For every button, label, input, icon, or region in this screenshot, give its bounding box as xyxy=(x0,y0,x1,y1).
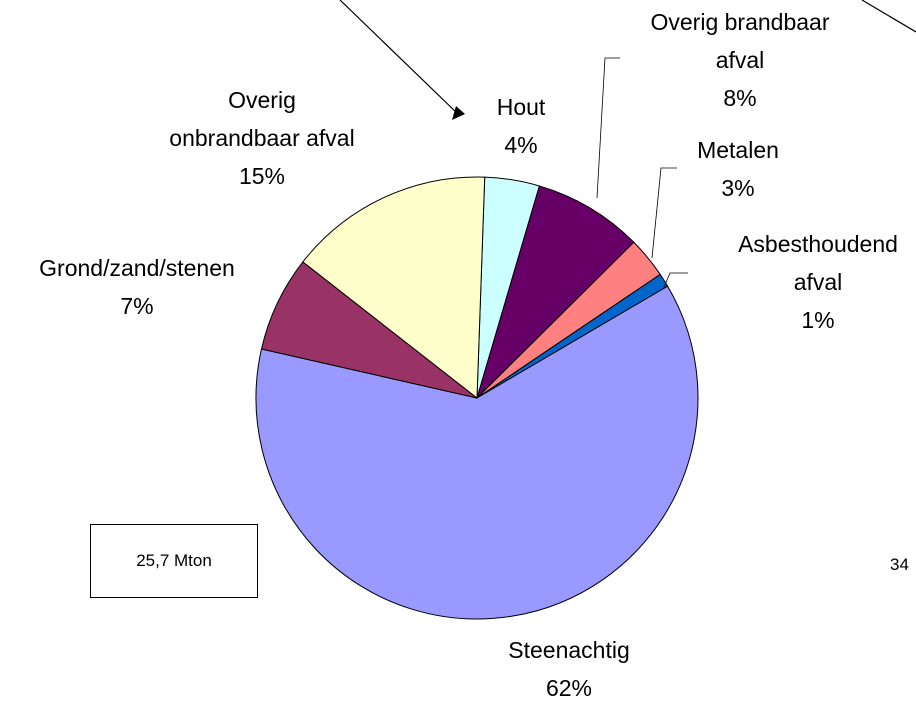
slice-label: Steenachtig 62% xyxy=(469,631,669,707)
annotation-box: 25,7 Mton xyxy=(90,524,258,598)
pie-slice xyxy=(255,285,699,620)
value-label: 15% xyxy=(238,163,286,189)
category-label: Hout xyxy=(496,94,546,120)
leader-line xyxy=(596,57,620,199)
pie-slice xyxy=(476,185,635,399)
category-label: Steenachtig xyxy=(508,637,630,663)
arrow-head xyxy=(452,106,465,120)
slice-label: Asbesthoudend afval 1% xyxy=(728,225,908,339)
value-label: 62% xyxy=(545,675,593,701)
line xyxy=(861,0,916,33)
arrow xyxy=(339,0,459,115)
page-number: 34 xyxy=(890,555,909,574)
value-label: 4% xyxy=(504,132,538,158)
leader-line xyxy=(651,167,677,259)
category-label: Grond/zand/stenen xyxy=(39,255,235,281)
value-label: 8% xyxy=(723,85,757,111)
slice-label: Metalen 3% xyxy=(668,131,808,207)
slice-label: Hout 4% xyxy=(461,88,581,164)
slice-label: Overig onbrandbaar afval 15% xyxy=(165,81,360,195)
leader-line xyxy=(663,272,688,288)
category-label: Overig brandbaar afval xyxy=(650,9,830,73)
pie xyxy=(255,176,699,620)
category-label: Overig onbrandbaar afval xyxy=(169,87,355,151)
value-label: 3% xyxy=(721,175,755,201)
value-label: 7% xyxy=(120,293,154,319)
slice-label: Grond/zand/stenen 7% xyxy=(7,249,267,325)
slice-label: Overig brandbaar afval 8% xyxy=(635,3,845,117)
annotation: 25,7 Mton xyxy=(136,551,212,570)
category-label: Asbesthoudend afval xyxy=(738,231,898,295)
value-label: 1% xyxy=(801,307,835,333)
category-label: Metalen xyxy=(697,137,779,163)
pie-slice xyxy=(302,176,486,399)
